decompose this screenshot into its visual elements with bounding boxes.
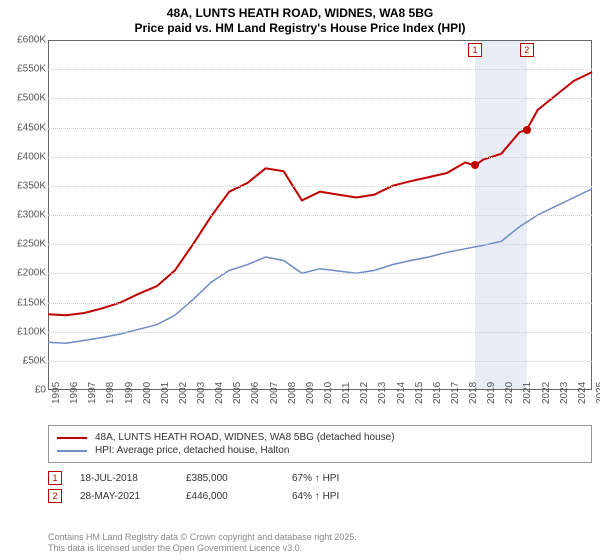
x-axis-label: 2002 [178,382,189,404]
legend-label-property: 48A, LUNTS HEATH ROAD, WIDNES, WA8 5BG (… [95,432,395,443]
chart-marker-1: 1 [468,43,482,57]
x-axis-label: 2006 [250,382,261,404]
x-axis-label: 2004 [214,382,225,404]
gridline-h [48,303,592,304]
x-axis-label: 2010 [323,382,334,404]
series-property [48,72,592,315]
chart-title-line1: 48A, LUNTS HEATH ROAD, WIDNES, WA8 5BG [0,6,600,21]
x-axis-label: 1997 [87,382,98,404]
x-axis-label: 2020 [504,382,515,404]
x-axis-label: 2001 [160,382,171,404]
legend-item-hpi: HPI: Average price, detached house, Halt… [57,444,583,457]
chart-title-line2: Price paid vs. HM Land Registry's House … [0,21,600,36]
x-axis-label: 2003 [196,382,207,404]
gridline-h [48,128,592,129]
chart-marker-2: 2 [520,43,534,57]
series-hpi [48,189,592,343]
x-axis-label: 2008 [287,382,298,404]
footer-line1: Contains HM Land Registry data © Crown c… [48,532,357,543]
x-axis-label: 2005 [232,382,243,404]
y-axis-label: £250K [2,239,46,250]
x-axis-label: 2024 [577,382,588,404]
gridline-h [48,98,592,99]
sale-pct-1: 67% ↑ HPI [292,473,380,484]
legend-area: 48A, LUNTS HEATH ROAD, WIDNES, WA8 5BG (… [48,425,592,505]
x-axis-label: 1995 [51,382,62,404]
gridline-h [48,273,592,274]
x-axis-label: 1996 [69,382,80,404]
sale-marker-2: 2 [48,489,62,503]
footer-line2: This data is licensed under the Open Gov… [48,543,357,554]
y-axis-label: £450K [2,122,46,133]
x-axis-label: 2009 [305,382,316,404]
legend-label-hpi: HPI: Average price, detached house, Halt… [95,445,289,456]
sale-pct-2: 64% ↑ HPI [292,491,380,502]
gridline-h [48,157,592,158]
y-axis-label: £50K [2,355,46,366]
plot-region: 12 [48,40,592,390]
sale-price-2: £446,000 [186,491,274,502]
y-axis-label: £500K [2,93,46,104]
x-axis-label: 2025 [595,382,600,404]
x-axis-label: 2018 [468,382,479,404]
x-axis-label: 2023 [559,382,570,404]
legend-box: 48A, LUNTS HEATH ROAD, WIDNES, WA8 5BG (… [48,425,592,463]
y-axis-label: £350K [2,180,46,191]
x-axis-label: 2016 [432,382,443,404]
sale-dot-1 [471,161,479,169]
x-axis-label: 2012 [359,382,370,404]
sales-table: 1 18-JUL-2018 £385,000 67% ↑ HPI 2 28-MA… [48,469,592,505]
x-axis-label: 2015 [414,382,425,404]
x-axis-label: 2011 [341,382,352,404]
sale-dot-2 [523,126,531,134]
x-axis-label: 2013 [377,382,388,404]
legend-swatch-hpi [57,450,87,452]
chart-title-block: 48A, LUNTS HEATH ROAD, WIDNES, WA8 5BG P… [0,0,600,38]
sale-price-1: £385,000 [186,473,274,484]
sale-date-2: 28-MAY-2021 [80,491,168,502]
sales-row: 2 28-MAY-2021 £446,000 64% ↑ HPI [48,487,592,505]
legend-item-property: 48A, LUNTS HEATH ROAD, WIDNES, WA8 5BG (… [57,431,583,444]
legend-swatch-property [57,437,87,439]
footer-note: Contains HM Land Registry data © Crown c… [48,532,357,555]
gridline-h [48,244,592,245]
x-axis-label: 2000 [142,382,153,404]
x-axis-label: 2022 [541,382,552,404]
x-axis-label: 2021 [522,382,533,404]
y-axis-label: £600K [2,35,46,46]
y-axis-label: £300K [2,210,46,221]
y-axis-label: £200K [2,268,46,279]
x-axis-label: 1999 [124,382,135,404]
sale-date-1: 18-JUL-2018 [80,473,168,484]
y-axis-label: £0 [2,385,46,396]
x-axis-label: 2007 [269,382,280,404]
y-axis-label: £550K [2,64,46,75]
y-axis-label: £100K [2,326,46,337]
gridline-h [48,215,592,216]
gridline-h [48,332,592,333]
y-axis-label: £400K [2,151,46,162]
x-axis-label: 2017 [450,382,461,404]
x-axis-label: 2014 [396,382,407,404]
x-axis-label: 1998 [105,382,116,404]
y-axis-label: £150K [2,297,46,308]
sale-marker-1: 1 [48,471,62,485]
x-axis-label: 2019 [486,382,497,404]
gridline-h [48,69,592,70]
gridline-h [48,186,592,187]
chart-area: 12 £0£50K£100K£150K£200K£250K£300K£350K£… [0,40,600,420]
gridline-h [48,361,592,362]
sales-row: 1 18-JUL-2018 £385,000 67% ↑ HPI [48,469,592,487]
